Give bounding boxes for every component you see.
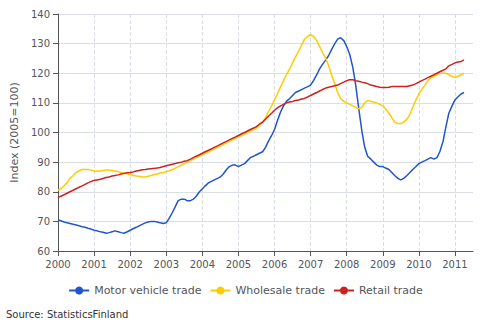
svg-text:Motor vehicle trade: Motor vehicle trade bbox=[94, 284, 202, 297]
svg-text:2010: 2010 bbox=[406, 259, 431, 270]
svg-text:Retail trade: Retail trade bbox=[359, 284, 423, 297]
svg-text:2009: 2009 bbox=[370, 259, 395, 270]
svg-text:2008: 2008 bbox=[334, 259, 359, 270]
svg-text:2001: 2001 bbox=[81, 259, 106, 270]
svg-text:80: 80 bbox=[37, 186, 50, 197]
svg-text:2007: 2007 bbox=[298, 259, 323, 270]
svg-text:2003: 2003 bbox=[154, 259, 179, 270]
svg-text:Wholesale trade: Wholesale trade bbox=[235, 284, 325, 297]
svg-text:60: 60 bbox=[37, 246, 50, 257]
svg-text:2002: 2002 bbox=[117, 259, 142, 270]
svg-text:2011: 2011 bbox=[442, 259, 467, 270]
svg-text:110: 110 bbox=[31, 97, 50, 108]
svg-text:Source: StatisticsFinland: Source: StatisticsFinland bbox=[6, 309, 128, 320]
svg-text:100: 100 bbox=[31, 127, 50, 138]
svg-text:2005: 2005 bbox=[226, 259, 251, 270]
svg-text:90: 90 bbox=[37, 157, 50, 168]
svg-text:130: 130 bbox=[31, 38, 50, 49]
svg-text:2006: 2006 bbox=[262, 259, 287, 270]
svg-text:Index (2005=100): Index (2005=100) bbox=[8, 82, 21, 183]
svg-text:140: 140 bbox=[31, 9, 50, 20]
svg-text:2004: 2004 bbox=[190, 259, 215, 270]
svg-text:120: 120 bbox=[31, 68, 50, 79]
svg-text:2000: 2000 bbox=[45, 259, 70, 270]
svg-text:70: 70 bbox=[37, 216, 50, 227]
